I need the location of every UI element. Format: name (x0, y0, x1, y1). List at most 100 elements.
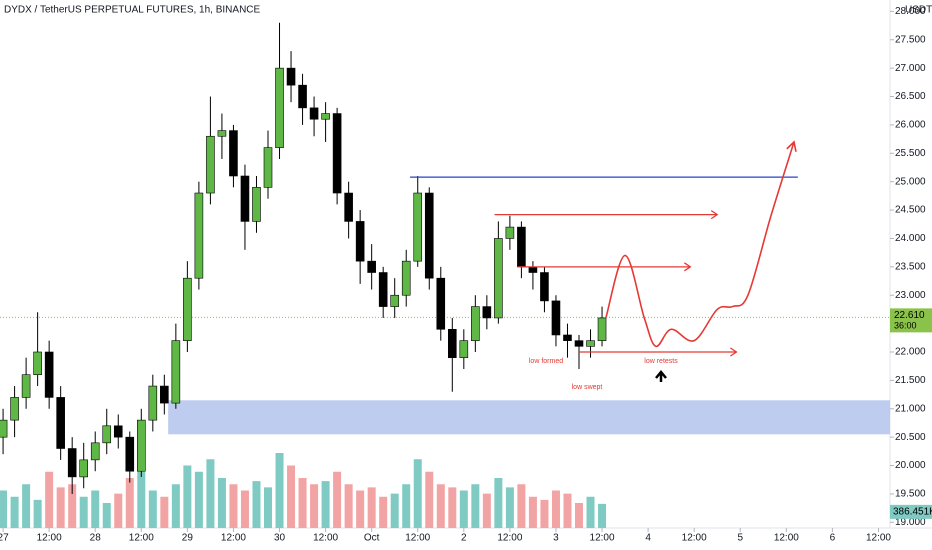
x-tick-label: 12:00 (682, 533, 707, 544)
volume-bar (390, 493, 399, 528)
y-tick-label: 23.000 (895, 290, 926, 301)
y-tick-label: 26.500 (895, 91, 926, 102)
candle-body (171, 340, 181, 404)
last-price-badge (890, 308, 932, 333)
y-tick-label: 25.000 (895, 176, 926, 187)
volume-bar (229, 484, 238, 528)
y-tick-label: 21.000 (895, 403, 926, 414)
candle-body (298, 84, 307, 109)
level-arrowhead (730, 347, 738, 357)
candle-body (102, 425, 112, 444)
x-tick-label: 12:00 (313, 533, 338, 544)
countdown-label: 36:00 (894, 321, 917, 331)
volume-bar (459, 490, 468, 528)
volume-bar (91, 490, 100, 528)
y-tick-label: 26.000 (895, 120, 926, 131)
volume-bar (574, 503, 583, 528)
plot-area (0, 22, 890, 528)
x-tick-label: 12:00 (497, 533, 522, 544)
x-tick-label: 12:00 (774, 533, 799, 544)
y-tick-label: 20.000 (895, 460, 926, 471)
volume-bar (482, 493, 491, 528)
x-tick-label: Oct (364, 533, 380, 544)
level-arrowhead (683, 262, 692, 272)
candle-body (321, 113, 330, 120)
volume-bar (333, 471, 342, 528)
volume-bar (10, 496, 19, 528)
volume-bar (263, 487, 272, 528)
y-tick-label: 21.500 (895, 375, 926, 386)
volume-bar (310, 484, 319, 528)
x-tick-label: 12:00 (221, 533, 246, 544)
candle-body (44, 351, 54, 398)
x-tick-label: 12:00 (866, 533, 891, 544)
volume-bar (425, 471, 434, 528)
volume-bar (298, 478, 307, 528)
y-tick-label: 19.500 (895, 489, 926, 500)
volume-bar (540, 499, 549, 528)
volume-bar (379, 496, 388, 528)
x-tick-label: 27 (0, 533, 9, 544)
x-tick-label: 3 (553, 533, 559, 544)
volume-bar (586, 496, 595, 528)
candle-body (10, 397, 19, 421)
projection-path (605, 141, 795, 348)
up-arrow-icon (655, 370, 667, 382)
x-tick-label: 6 (830, 533, 836, 544)
volume-bar (56, 487, 65, 528)
volume-bar (402, 484, 411, 528)
volume-label: 386.451K (893, 506, 932, 517)
y-tick-label: 22.000 (895, 347, 926, 358)
candle-body (367, 260, 376, 273)
candle-body (505, 226, 515, 239)
volume-bar (102, 503, 111, 528)
x-tick-label: 30 (274, 533, 286, 544)
volume-bar (125, 478, 134, 528)
projection-arrowhead (786, 140, 797, 152)
candle-body (263, 147, 273, 188)
candle-body (390, 294, 400, 307)
candle-body (436, 277, 446, 330)
candle-body (252, 187, 261, 222)
candle-body (528, 266, 538, 273)
volume-bar (206, 459, 215, 528)
volume-bar (471, 484, 480, 528)
volume-bar (137, 471, 146, 528)
volume-bar (68, 484, 77, 528)
candle-body (540, 272, 549, 302)
volume-bar (0, 490, 8, 528)
volume-bar (517, 484, 526, 528)
candle-body (471, 306, 480, 341)
candle-body (286, 67, 296, 86)
y-tick-label: 27.500 (895, 34, 926, 45)
x-tick-label: 12:00 (590, 533, 615, 544)
volume-bar (551, 490, 560, 528)
candle-body (0, 419, 8, 438)
volume-bar (367, 487, 376, 528)
candle-body (459, 340, 469, 358)
candle-body (517, 226, 526, 268)
annotation: low formed (529, 358, 563, 365)
volume-bar (252, 481, 261, 528)
volume-bar (287, 465, 296, 528)
volume-bar (413, 459, 422, 528)
volume-bar (505, 487, 514, 528)
support-zone (168, 400, 890, 435)
candle-body (160, 385, 169, 404)
candle-body (355, 221, 365, 262)
candle-body (67, 448, 77, 478)
y-tick-label: 28.000 (895, 6, 926, 17)
candle-body (183, 277, 192, 341)
volume-bar (183, 465, 192, 528)
volume-bar (448, 487, 457, 528)
candle-body (413, 192, 423, 262)
volume-bar (217, 478, 226, 528)
candle-body (309, 107, 319, 120)
volume-bar (598, 503, 607, 528)
volume-bar (148, 490, 157, 528)
candle-body (90, 442, 100, 461)
candle-body (194, 192, 204, 279)
